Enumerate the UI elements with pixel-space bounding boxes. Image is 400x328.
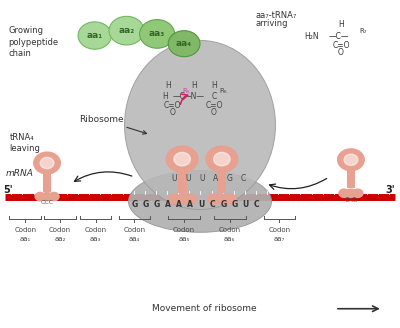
Text: C: C — [254, 200, 260, 209]
Text: G: G — [232, 200, 238, 209]
Text: U: U — [185, 174, 191, 183]
Circle shape — [78, 22, 112, 49]
Bar — [347, 160, 355, 188]
Text: aa₅: aa₅ — [178, 236, 190, 242]
Text: R₇: R₇ — [359, 28, 366, 34]
Text: Codon: Codon — [14, 227, 36, 234]
Ellipse shape — [124, 40, 276, 210]
Ellipse shape — [128, 171, 272, 232]
Circle shape — [34, 152, 60, 174]
Text: aa₁: aa₁ — [20, 236, 31, 242]
Text: —C: —C — [172, 92, 185, 101]
Text: U: U — [199, 174, 205, 183]
Text: R₆: R₆ — [220, 88, 228, 94]
Circle shape — [346, 189, 356, 197]
Text: aa₇: aa₇ — [274, 236, 285, 242]
Text: aa₇-tRNA₇: aa₇-tRNA₇ — [256, 11, 297, 20]
Circle shape — [214, 153, 230, 166]
Text: aa₄: aa₄ — [129, 236, 140, 242]
Text: H: H — [165, 81, 171, 90]
Text: Codon: Codon — [84, 227, 106, 234]
Text: Codon: Codon — [49, 227, 71, 234]
Text: CAG: CAG — [344, 198, 358, 203]
Text: Growing
polypeptide
chain: Growing polypeptide chain — [8, 26, 59, 58]
Circle shape — [42, 193, 52, 201]
Text: G: G — [154, 200, 160, 209]
Text: CCC: CCC — [40, 200, 54, 205]
Text: tRNA₄
leaving: tRNA₄ leaving — [9, 133, 40, 153]
Text: H: H — [162, 92, 168, 101]
Text: C: C — [212, 92, 217, 101]
Text: A: A — [213, 174, 218, 183]
Circle shape — [208, 194, 220, 204]
Circle shape — [216, 194, 228, 204]
Circle shape — [338, 149, 364, 171]
Text: C=O: C=O — [332, 41, 350, 50]
Text: Codon: Codon — [173, 227, 195, 234]
Text: arriving: arriving — [256, 19, 288, 28]
Text: U: U — [172, 174, 177, 183]
Circle shape — [109, 16, 144, 45]
Circle shape — [176, 194, 188, 204]
Text: O: O — [211, 109, 217, 117]
Text: Ribosome: Ribosome — [79, 115, 146, 134]
Text: —C—: —C— — [329, 32, 349, 41]
Bar — [43, 163, 51, 192]
Text: aa₃: aa₃ — [90, 236, 101, 242]
Text: C=O: C=O — [205, 101, 223, 110]
Text: H: H — [191, 81, 197, 90]
Text: aa₁: aa₁ — [87, 31, 103, 40]
Text: A: A — [165, 200, 171, 209]
Circle shape — [224, 194, 236, 204]
Text: C: C — [210, 200, 215, 209]
Circle shape — [339, 189, 349, 197]
Circle shape — [353, 189, 363, 197]
Text: Movement of ribosome: Movement of ribosome — [152, 304, 257, 313]
Text: mRNA: mRNA — [5, 169, 33, 178]
Text: aa₃: aa₃ — [149, 30, 165, 38]
Text: Codon: Codon — [268, 227, 290, 234]
Text: H: H — [338, 20, 344, 29]
Text: Codon: Codon — [123, 227, 146, 234]
Text: aa₄: aa₄ — [176, 39, 192, 48]
Text: aa₂: aa₂ — [118, 26, 135, 35]
Text: R₅: R₅ — [182, 88, 190, 94]
Text: 3': 3' — [385, 185, 395, 195]
Bar — [178, 159, 187, 193]
Circle shape — [174, 153, 190, 166]
Text: U: U — [198, 200, 204, 209]
Text: O: O — [338, 48, 344, 57]
Text: C: C — [241, 174, 246, 183]
Circle shape — [140, 20, 174, 48]
Circle shape — [40, 157, 54, 169]
Text: G: G — [131, 200, 138, 209]
Text: G: G — [227, 174, 233, 183]
Text: G: G — [220, 200, 226, 209]
Text: A: A — [176, 200, 182, 209]
Text: aa₂: aa₂ — [54, 236, 66, 242]
Circle shape — [206, 146, 238, 172]
Bar — [217, 159, 226, 193]
Text: A: A — [187, 200, 193, 209]
Circle shape — [35, 193, 45, 201]
Text: Codon: Codon — [219, 227, 241, 234]
Circle shape — [168, 31, 200, 57]
Text: G: G — [142, 200, 149, 209]
Circle shape — [184, 194, 196, 204]
Circle shape — [166, 146, 198, 172]
Text: H: H — [211, 81, 217, 90]
Circle shape — [49, 193, 59, 201]
Circle shape — [344, 154, 358, 165]
Circle shape — [168, 194, 180, 204]
Text: —N—: —N— — [184, 92, 204, 101]
Text: C=O: C=O — [164, 101, 181, 110]
Text: O: O — [169, 109, 175, 117]
Text: aa₆: aa₆ — [224, 236, 236, 242]
Text: U: U — [242, 200, 249, 209]
Text: 5': 5' — [3, 185, 13, 195]
Text: H₂N: H₂N — [304, 32, 319, 41]
